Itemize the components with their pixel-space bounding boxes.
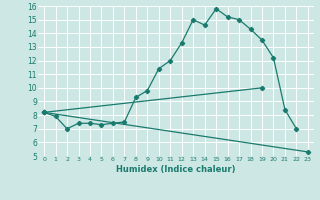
X-axis label: Humidex (Indice chaleur): Humidex (Indice chaleur) xyxy=(116,165,236,174)
